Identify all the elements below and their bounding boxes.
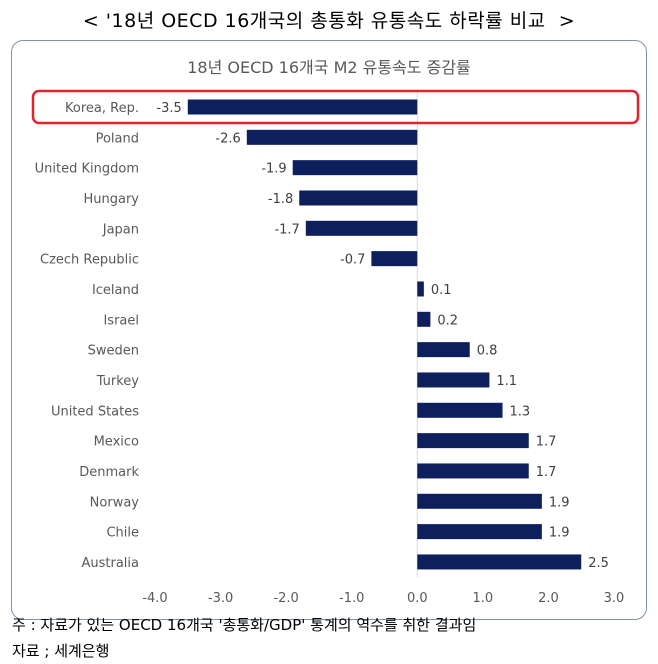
category-label: Korea, Rep. <box>65 101 139 116</box>
category-label: United Kingdom <box>35 162 139 177</box>
category-label: Chile <box>106 526 139 541</box>
category-label: Denmark <box>79 465 139 480</box>
data-label: 1.3 <box>510 404 531 419</box>
bar <box>187 99 418 115</box>
page-title: < '18년 OECD 16개국의 총통화 유통속도 하락률 비교 > <box>82 10 576 32</box>
bar <box>371 251 418 267</box>
bar <box>246 129 418 145</box>
bar <box>417 433 529 449</box>
bar <box>417 342 470 358</box>
data-label: 1.9 <box>549 495 570 510</box>
x-tick-label: -3.0 <box>208 591 233 606</box>
bar <box>417 311 431 327</box>
data-label: -0.7 <box>340 253 365 268</box>
data-label: 1.7 <box>536 465 557 480</box>
x-tick-label: 0.0 <box>407 591 428 606</box>
category-label: Hungary <box>83 192 139 207</box>
bar <box>305 220 418 236</box>
bar <box>417 493 542 509</box>
x-tick-label: 3.0 <box>604 591 625 606</box>
x-tick-label: -2.0 <box>273 591 298 606</box>
bar <box>417 402 503 418</box>
bar <box>299 190 418 206</box>
bar <box>417 372 490 388</box>
data-label: -2.6 <box>215 131 240 146</box>
category-label: Sweden <box>88 344 139 359</box>
data-label: 0.2 <box>437 313 458 328</box>
data-label: 0.1 <box>431 283 452 298</box>
footnote: 주 : 자료가 있는 OECD 16개국 '총통화/GDP' 통계의 역수를 취… <box>12 616 477 634</box>
category-label: Czech Republic <box>40 253 139 268</box>
bar <box>417 463 529 479</box>
bar <box>417 554 582 570</box>
x-tick-label: 2.0 <box>538 591 559 606</box>
data-label: -1.7 <box>274 222 299 237</box>
x-tick-label: -4.0 <box>142 591 167 606</box>
category-label: Israel <box>103 313 139 328</box>
category-label: Poland <box>96 131 139 146</box>
category-label: Mexico <box>94 435 139 450</box>
highlight-box <box>31 89 640 125</box>
category-label: Japan <box>102 222 139 237</box>
chart-frame <box>11 40 647 620</box>
data-label: 1.1 <box>496 374 517 389</box>
category-label: United States <box>51 404 139 419</box>
x-tick-label: -1.0 <box>339 591 364 606</box>
category-label: Australia <box>81 556 139 571</box>
data-label: 1.7 <box>536 435 557 450</box>
data-label: -1.9 <box>261 162 286 177</box>
bar <box>417 281 424 297</box>
data-label: -3.5 <box>156 101 181 116</box>
category-label: Iceland <box>92 283 139 298</box>
bar <box>417 524 542 540</box>
data-label: 1.9 <box>549 526 570 541</box>
data-label: 0.8 <box>477 344 498 359</box>
source-note: 자료 ; 세계은행 <box>12 642 110 660</box>
chart-title: 18년 OECD 16개국 M2 유통속도 증감률 <box>187 58 471 77</box>
category-label: Turkey <box>96 374 140 389</box>
data-label: -1.8 <box>268 192 293 207</box>
x-tick-label: 1.0 <box>473 591 494 606</box>
bar <box>292 160 418 176</box>
category-label: Norway <box>90 495 140 510</box>
data-label: 2.5 <box>588 556 609 571</box>
